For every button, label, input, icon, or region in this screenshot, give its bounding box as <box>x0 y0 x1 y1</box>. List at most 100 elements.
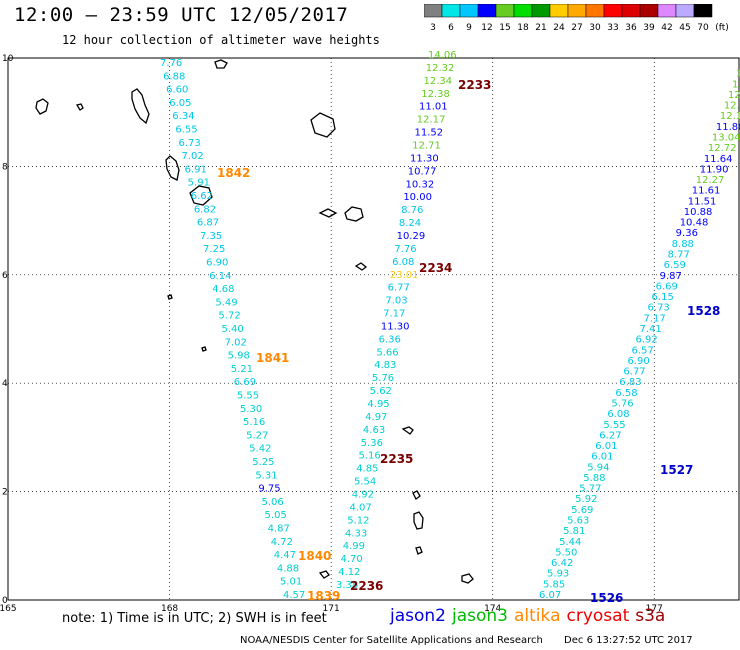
wave-height-value: 5.94 <box>587 462 609 473</box>
wave-height-value: 5.76 <box>372 373 394 384</box>
wave-height-value: 10.00 <box>403 192 432 203</box>
wave-height-value: 6.01 <box>591 452 613 463</box>
colorbar-label: 24 <box>553 23 565 33</box>
wave-height-value: 4.95 <box>367 399 389 410</box>
pass-time-label: 1527 <box>660 463 693 477</box>
wave-height-value: 5.98 <box>228 351 250 362</box>
pass-time-label: 1841 <box>256 351 289 365</box>
wave-height-value: 8.76 <box>401 205 423 216</box>
wave-height-value: 7.17 <box>644 313 666 324</box>
island-shape <box>412 490 421 500</box>
wave-height-value: 12.71 <box>412 140 441 151</box>
wave-height-value: 8.88 <box>672 239 694 250</box>
wave-height-value: 6.60 <box>166 85 188 96</box>
satellite-legend-entry: altika <box>514 606 561 626</box>
wave-height-value: 9.87 <box>660 271 682 282</box>
island-shape <box>214 59 228 69</box>
wave-height-value: 5.27 <box>246 430 268 441</box>
wave-height-value: 4.63 <box>363 425 385 436</box>
x-tick-label: 177 <box>646 604 663 614</box>
wave-height-value: 7.76 <box>394 244 416 255</box>
wave-height-value: 6.77 <box>623 367 645 378</box>
wave-height-value: 6.88 <box>163 71 185 82</box>
wave-height-value: 6.42 <box>551 558 573 569</box>
chart-subtitle: 12 hour collection of altimeter wave hei… <box>62 33 380 47</box>
wave-height-value: 6.77 <box>388 283 410 294</box>
wave-height-value: 7.02 <box>225 337 247 348</box>
wave-height-value: 12.10 <box>720 111 740 122</box>
island-shape <box>415 546 423 555</box>
pass-time-label: 1840 <box>298 549 331 563</box>
wave-height-value: 6.05 <box>169 98 191 109</box>
wave-height-value: 5.85 <box>543 579 565 590</box>
wave-height-value: 6.01 <box>595 441 617 452</box>
wave-height-value: 5.44 <box>559 537 581 548</box>
island-shape <box>131 88 150 125</box>
wave-height-value: 12.27 <box>696 175 725 186</box>
wave-height-value: 14.06 <box>428 50 457 61</box>
wave-height-value: 6.08 <box>607 409 629 420</box>
colorbar-label: 3 <box>430 23 436 33</box>
wave-height-value: 3.38 <box>336 580 358 591</box>
wave-height-value: 5.30 <box>240 404 262 415</box>
wave-height-value: 6.91 <box>185 164 207 175</box>
colorbar-label: 21 <box>535 23 546 33</box>
wave-height-value: 5.81 <box>563 526 585 537</box>
wave-height-value: 6.90 <box>206 258 228 269</box>
wave-height-value: 5.36 <box>361 438 383 449</box>
wave-height-value: 7.17 <box>383 309 405 320</box>
wave-height-value: 6.87 <box>197 218 219 229</box>
y-tick-label: 6 <box>2 271 8 281</box>
colorbar-label: 36 <box>625 23 637 33</box>
x-tick-label: 165 <box>0 604 17 614</box>
wave-height-value: 4.97 <box>365 412 387 423</box>
wave-height-value: 10.32 <box>406 179 435 190</box>
color-scale-legend: 3 6 9 12 15 18 21 24 27 30 33 36 39 42 45 70 (ft) <box>424 4 729 33</box>
wave-height-value: 6.82 <box>194 204 216 215</box>
pass-time-label: 2233 <box>458 78 491 92</box>
wave-height-value: 12.34 <box>732 79 740 90</box>
wave-height-value: 10.77 <box>408 166 437 177</box>
colorbar-swatch <box>693 4 713 18</box>
wave-height-value: 5.92 <box>575 494 597 505</box>
wave-height-value: 4.87 <box>268 524 290 535</box>
wave-height-value: 12.38 <box>728 90 740 101</box>
satellite-legend-entry: jason3 <box>452 606 508 626</box>
wave-height-value: 5.77 <box>579 484 601 495</box>
wave-height-value: 12.38 <box>421 89 450 100</box>
wave-height-value: 4.47 <box>274 550 296 561</box>
island-shape <box>344 206 364 222</box>
wave-height-value: 6.34 <box>172 111 194 122</box>
wave-height-value: 4.99 <box>343 541 365 552</box>
wave-height-value: 4.85 <box>356 464 378 475</box>
wave-height-value: 4.72 <box>271 537 293 548</box>
wave-height-value: 6.83 <box>619 377 641 388</box>
y-tick-label: 4 <box>2 379 8 389</box>
island-shape <box>310 112 336 138</box>
wave-height-value: 12.17 <box>417 115 446 126</box>
colorbar-label: 12 <box>481 23 492 33</box>
wave-height-value: 5.93 <box>547 569 569 580</box>
wave-height-value: 5.72 <box>218 311 240 322</box>
wave-height-value: 6.58 <box>615 388 637 399</box>
wave-height-value: 5.31 <box>255 470 277 481</box>
pass-time-label: 1528 <box>687 304 720 318</box>
wave-height-value: 5.50 <box>555 547 577 558</box>
pass-time-label: 2234 <box>419 261 452 275</box>
wave-height-value: 12.32 <box>426 63 455 74</box>
wave-height-value: 6.69 <box>234 377 256 388</box>
wave-height-value: 4.07 <box>349 502 371 513</box>
wave-height-value: 12.34 <box>424 76 453 87</box>
wave-height-value: 7.03 <box>385 296 407 307</box>
wave-height-value: 5.21 <box>231 364 253 375</box>
wave-height-value: 7.35 <box>200 231 222 242</box>
colorbar-label: 9 <box>466 23 472 33</box>
wave-height-value: 4.70 <box>340 554 362 565</box>
wave-height-value: 6.27 <box>599 430 621 441</box>
wave-height-value: 5.69 <box>571 505 593 516</box>
wave-height-value: 9.36 <box>676 228 698 239</box>
pass-time-labels: 1842 1841 1840 1839 2233 2234 2235 2236 1528 1527… <box>217 78 720 605</box>
pass-time-label: 1842 <box>217 166 250 180</box>
x-tick-label: 171 <box>323 604 340 614</box>
wave-height-value: 7.25 <box>203 244 225 255</box>
